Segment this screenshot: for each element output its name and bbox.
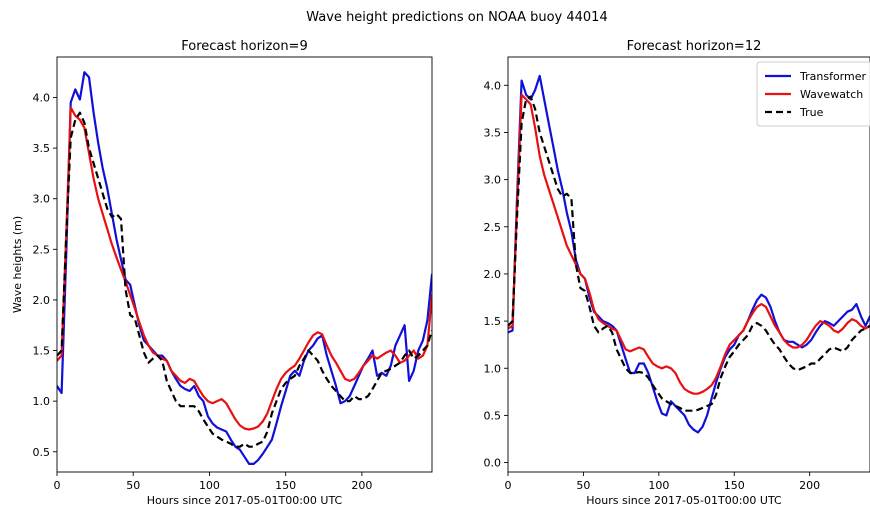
x-tick-label: 150 <box>724 479 745 492</box>
series-line-wavewatch <box>57 106 432 431</box>
y-tick-label: 3.0 <box>33 193 51 206</box>
x-tick-label: 50 <box>126 479 140 492</box>
legend-label-true: True <box>799 106 824 119</box>
x-tick-label: 0 <box>505 479 512 492</box>
y-axis-label: Wave heights (m) <box>11 216 24 313</box>
y-tick-label: 0.5 <box>33 446 51 459</box>
legend-box <box>756 61 870 127</box>
y-tick-label: 2.0 <box>33 294 51 307</box>
x-tick-label: 200 <box>351 479 372 492</box>
y-tick-label: 1.0 <box>484 362 502 375</box>
x-tick-label: 50 <box>576 479 590 492</box>
y-tick-label: 1.5 <box>484 315 502 328</box>
panel-horizon-9: 0 50 100 150 200 0.5 1.0 1.5 2.0 2.5 3.0 3.5 4.0 Fore… <box>11 39 433 507</box>
plot-area <box>57 71 432 465</box>
x-axis-label: Hours since 2017-05-01T00:00 UTC <box>586 494 782 507</box>
y-tick-label: 0.5 <box>484 409 502 422</box>
y-tick-label: 2.5 <box>484 221 502 234</box>
series-line-transformer <box>508 74 870 434</box>
y-tick-label: 3.5 <box>33 142 51 155</box>
y-tick-label: 1.5 <box>33 345 51 358</box>
x-tick-label: 0 <box>54 479 61 492</box>
series-line-transformer <box>57 71 432 465</box>
x-tick-label: 100 <box>648 479 669 492</box>
axes-frame <box>56 56 433 473</box>
x-tick-label: 100 <box>199 479 220 492</box>
x-tick-label: 200 <box>799 479 820 492</box>
y-tick-label: 4.0 <box>484 79 502 92</box>
panel-title: Forecast horizon=9 <box>181 39 307 54</box>
figure-suptitle: Wave height predictions on NOAA buoy 440… <box>306 10 607 25</box>
axes-frame <box>507 56 870 473</box>
panel-title: Forecast horizon=12 <box>627 39 762 54</box>
y-tick-label: 4.0 <box>33 91 51 104</box>
legend-label-wavewatch: Wavewatch <box>800 88 863 101</box>
legend-label-transformer: Transformer <box>799 70 866 83</box>
series-line-wavewatch <box>508 93 870 395</box>
y-tick-label: 3.5 <box>484 126 502 139</box>
series-line-true <box>508 95 870 412</box>
y-tick-label: 3.0 <box>484 174 502 187</box>
series-line-true <box>57 111 432 448</box>
plot-area <box>508 74 870 434</box>
x-tick-label: 150 <box>275 479 296 492</box>
legend: Transformer Wavewatch True <box>756 61 870 127</box>
y-tick-label: 2.0 <box>484 268 502 281</box>
y-tick-label: 1.0 <box>33 395 51 408</box>
x-axis-label: Hours since 2017-05-01T00:00 UTC <box>147 494 343 507</box>
panel-horizon-12: 0 50 100 150 200 0.0 0.5 1.0 1.5 2.0 2.5 3.0 3.5 4.0 F… <box>484 39 870 507</box>
y-tick-label: 0.0 <box>484 457 502 470</box>
y-tick-label: 2.5 <box>33 243 51 256</box>
